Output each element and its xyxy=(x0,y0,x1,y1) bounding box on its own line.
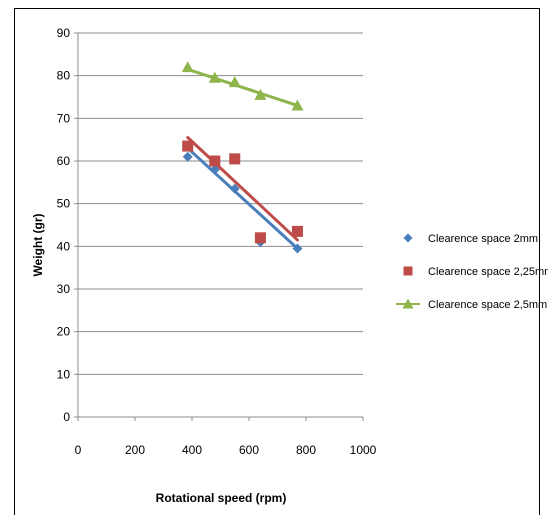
y-axis-title: Weight (gr) xyxy=(31,213,45,276)
axes xyxy=(77,33,363,418)
x-axis-ticks: 0 200 400 600 800 1000 xyxy=(75,417,377,457)
point-series-0-2 xyxy=(229,183,240,194)
point-series-2-4 xyxy=(291,99,304,111)
data-points xyxy=(181,61,304,254)
point-series-2-2 xyxy=(228,76,241,88)
y-tick-label-7: 70 xyxy=(57,111,71,125)
y-tick-label-1: 10 xyxy=(57,367,71,381)
trendline-series-0 xyxy=(186,146,299,250)
legend-marker-0 xyxy=(403,233,413,243)
x-tick-label-2: 400 xyxy=(182,443,202,457)
trendline-series-1 xyxy=(186,136,299,242)
legend-label-0: Clearence space 2mm xyxy=(428,233,538,245)
point-series-2-1 xyxy=(208,71,221,83)
chart-frame xyxy=(14,8,540,515)
y-tick-label-3: 30 xyxy=(57,282,71,296)
y-tick-label-5: 50 xyxy=(57,197,71,211)
legend-item-2: Clearence space 2,5mm xyxy=(396,298,547,311)
x-tick-label-1: 200 xyxy=(125,443,145,457)
y-tick-label-8: 80 xyxy=(57,69,71,83)
point-series-1-4 xyxy=(291,225,303,237)
grid xyxy=(78,32,363,418)
legend: Clearence space 2mm Clearence space 2,25m… xyxy=(396,233,548,311)
point-series-1-2 xyxy=(229,153,241,165)
point-series-1-0 xyxy=(182,140,194,152)
point-series-1-1 xyxy=(209,155,221,167)
y-tick-label-9: 90 xyxy=(57,26,71,40)
x-axis-title: Rotational speed (rpm) xyxy=(156,491,287,505)
legend-item-0: Clearence space 2mm xyxy=(403,233,538,245)
trendlines xyxy=(186,67,299,250)
x-tick-label-0: 0 xyxy=(75,443,82,457)
y-tick-label-6: 60 xyxy=(57,154,71,168)
y-tick-label-4: 40 xyxy=(57,239,71,253)
legend-marker-1 xyxy=(403,266,413,276)
point-series-0-4 xyxy=(292,243,303,254)
x-tick-label-3: 600 xyxy=(239,443,259,457)
point-series-0-1 xyxy=(209,164,220,175)
y-tick-label-2: 20 xyxy=(57,325,71,339)
legend-item-1: Clearence space 2,25mm xyxy=(403,266,548,278)
legend-marker-2 xyxy=(402,298,414,309)
legend-label-1: Clearence space 2,25mm xyxy=(428,266,548,278)
y-axis-ticks: 0 10 20 30 40 50 60 70 80 90 xyxy=(57,26,78,424)
point-series-2-3 xyxy=(254,88,267,100)
point-series-0-0 xyxy=(182,151,193,162)
x-tick-label-4: 800 xyxy=(296,443,316,457)
y-tick-label-0: 0 xyxy=(63,410,70,424)
x-tick-label-5: 1000 xyxy=(350,443,377,457)
legend-label-2: Clearence space 2,5mm xyxy=(428,299,547,311)
point-series-1-3 xyxy=(254,232,266,244)
trendline-series-2 xyxy=(186,67,299,108)
point-series-2-0 xyxy=(181,61,194,73)
